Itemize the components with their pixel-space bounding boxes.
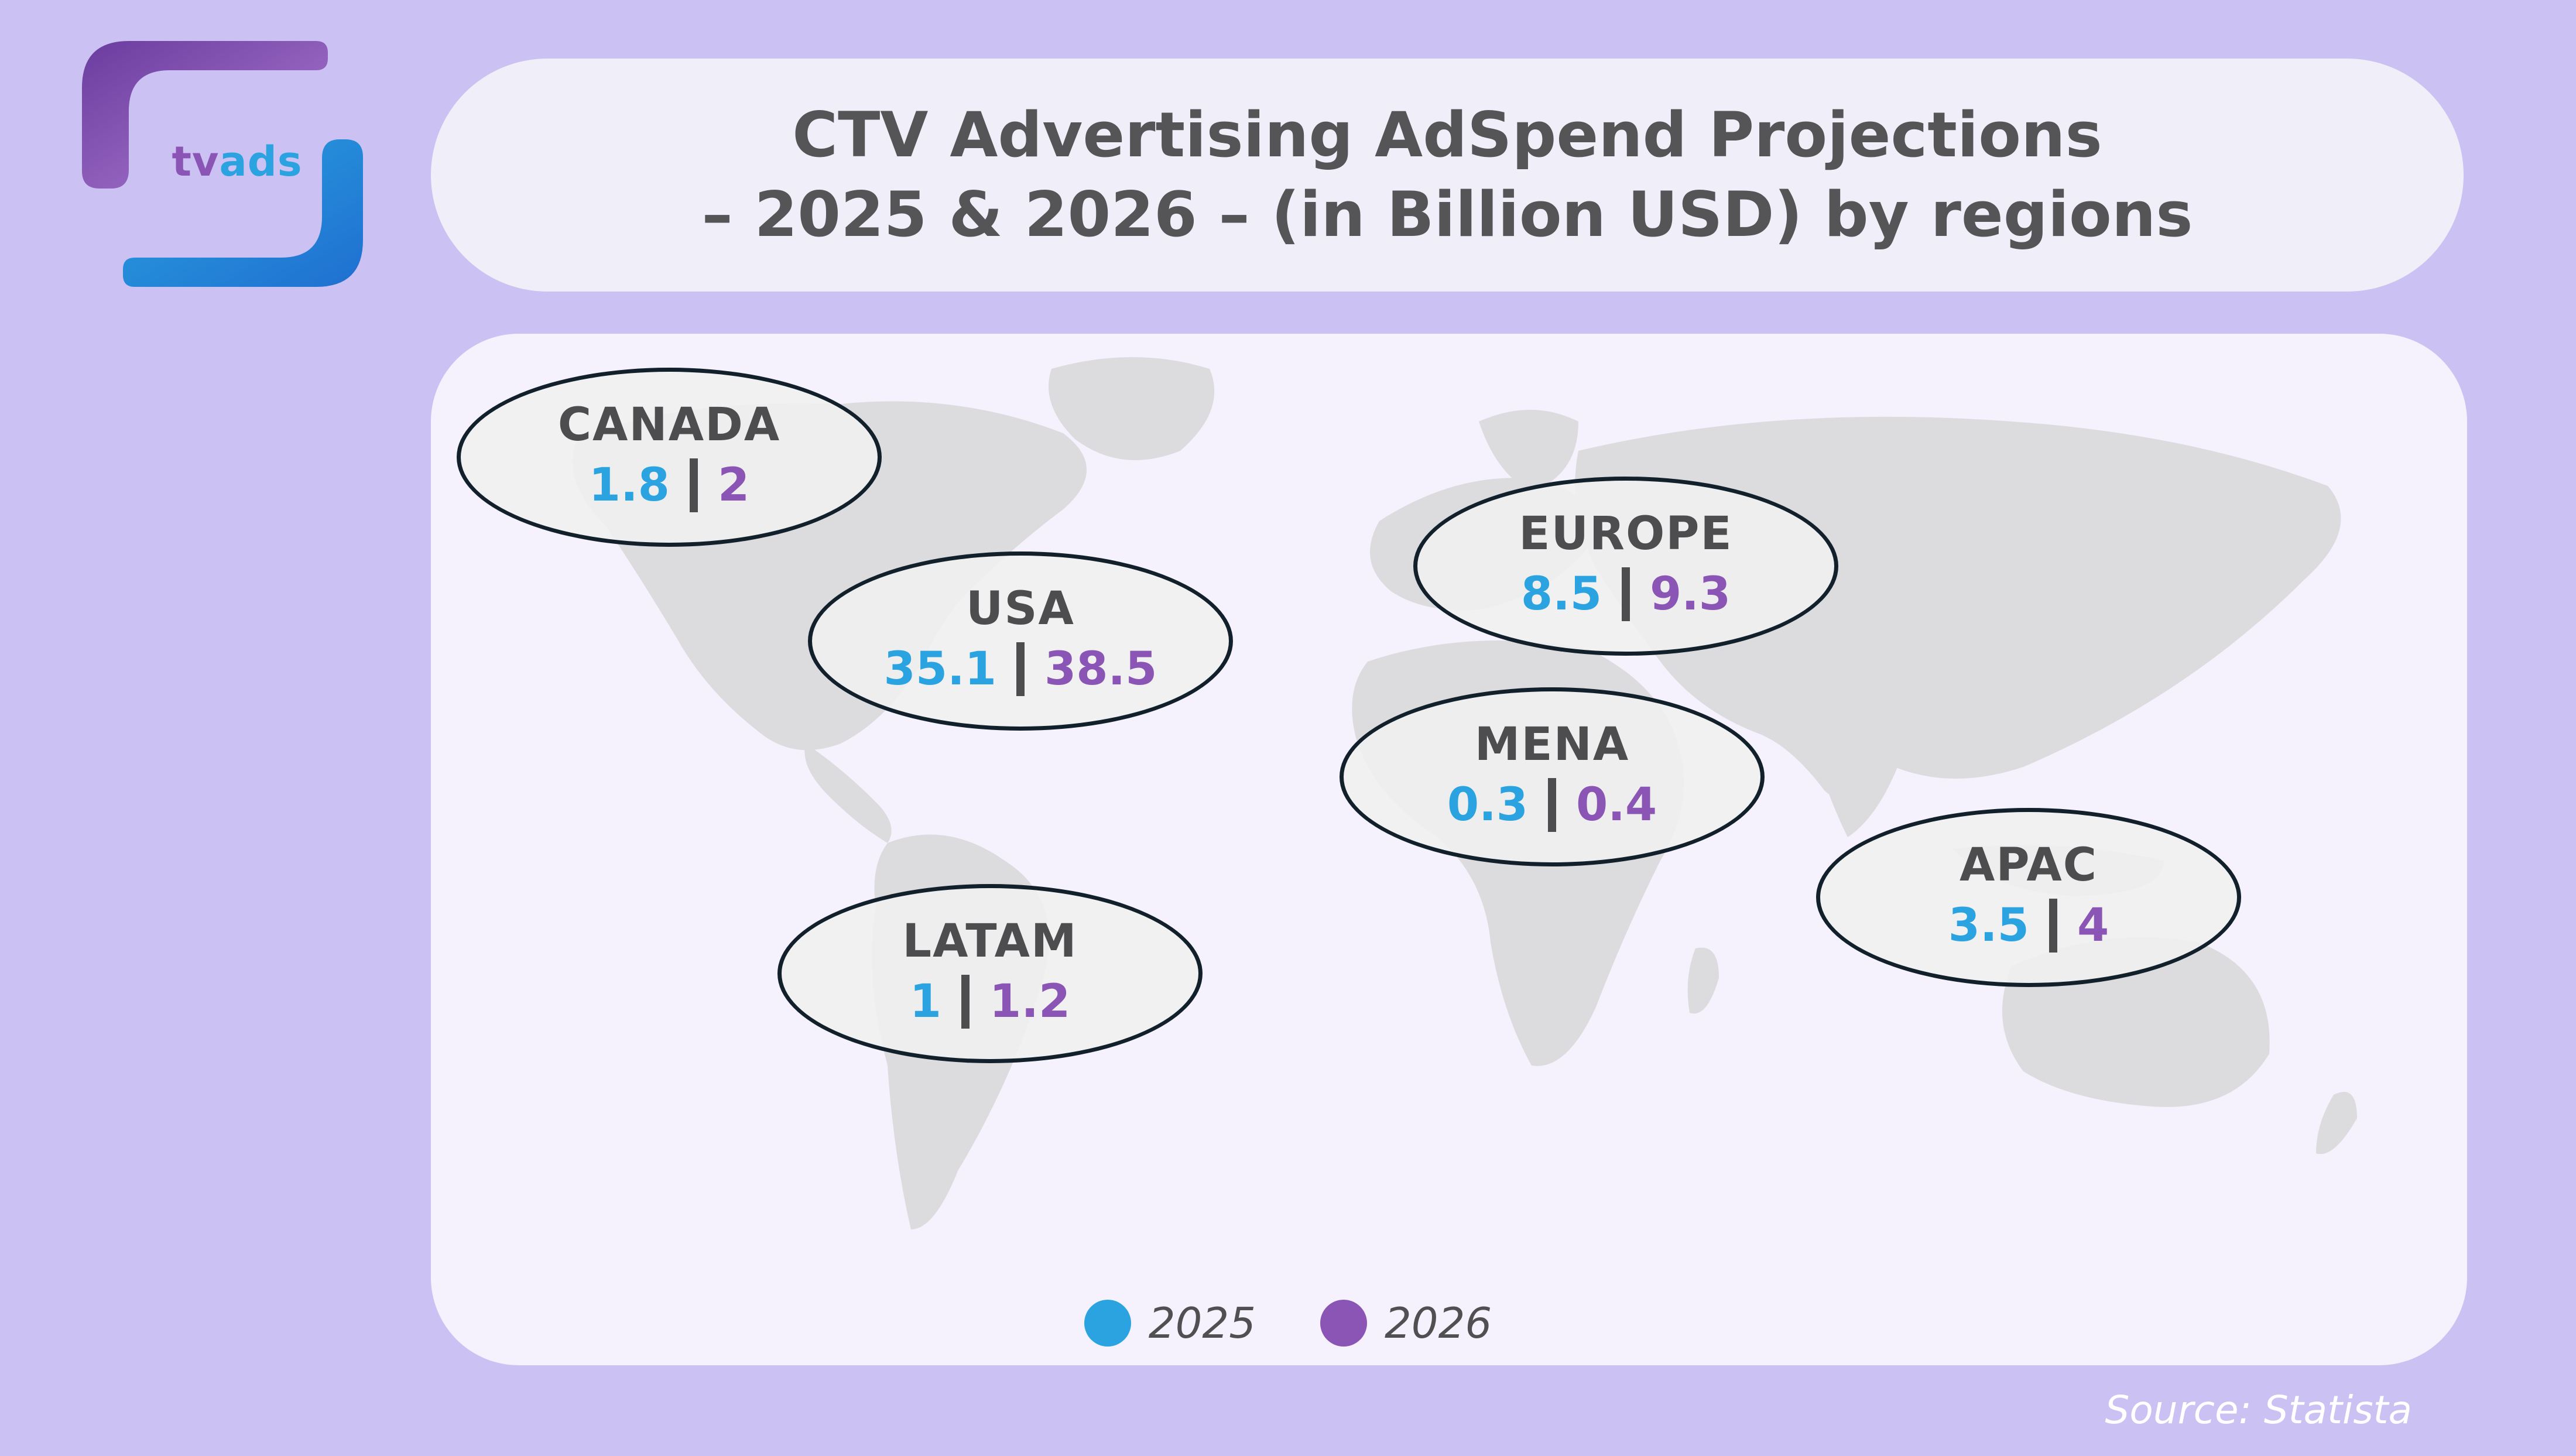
- region-name: LATAM: [902, 915, 1078, 968]
- region-name: USA: [966, 583, 1075, 635]
- value-2025: 3.5: [1948, 899, 2029, 952]
- region-values: 1 1.2: [910, 969, 1070, 1034]
- value-2026: 1.2: [989, 975, 1071, 1028]
- region-bubble-mena: MENA 0.3 0.4: [1340, 687, 1765, 866]
- value-2026: 38.5: [1044, 643, 1157, 696]
- region-values: 1.8 2: [589, 453, 749, 518]
- region-bubble-europe: EUROPE 8.5 9.3: [1413, 477, 1838, 656]
- region-values: 35.1 38.5: [884, 637, 1157, 701]
- region-name: MENA: [1474, 718, 1630, 771]
- value-2025: 1.8: [588, 459, 670, 512]
- legend-label-2026: 2026: [1385, 1299, 1492, 1348]
- value-2026: 9.3: [1650, 568, 1731, 621]
- source-note: Source: Statista: [2105, 1388, 2413, 1433]
- region-name: APAC: [1960, 839, 2098, 892]
- value-separator: [1548, 778, 1556, 832]
- value-2025: 8.5: [1520, 568, 1602, 621]
- legend-dot-2026: [1320, 1300, 1367, 1347]
- region-name: EUROPE: [1519, 508, 1733, 560]
- value-separator: [2049, 899, 2057, 953]
- logo-text-tv: tv: [172, 138, 220, 186]
- value-separator: [1622, 567, 1630, 621]
- value-2026: 4: [2077, 899, 2109, 952]
- legend-item-2025: 2025: [1084, 1299, 1256, 1348]
- legend-dot-2025: [1084, 1300, 1131, 1347]
- chart-legend: 2025 2026: [0, 1299, 2576, 1348]
- value-separator: [689, 458, 698, 512]
- logo-wordmark: tvads: [155, 138, 319, 186]
- region-values: 3.5 4: [1948, 893, 2109, 958]
- region-bubble-usa: USA 35.1 38.5: [808, 551, 1233, 731]
- value-2025: 35.1: [883, 643, 996, 696]
- region-bubble-canada: CANADA 1.8 2: [457, 368, 882, 547]
- chart-title: CTV Advertising AdSpend Projections – 20…: [431, 59, 2464, 292]
- region-name: CANADA: [557, 399, 781, 451]
- value-2026: 0.4: [1576, 779, 1657, 831]
- logo-text-ads: ads: [219, 138, 303, 186]
- value-separator: [961, 975, 970, 1029]
- title-line-2: – 2025 & 2026 – (in Billion USD) by regi…: [701, 179, 2193, 251]
- logo-graphic: [82, 41, 363, 287]
- value-2026: 2: [717, 459, 750, 512]
- world-map-panel: CANADA 1.8 2 USA 35.1 38.5 EUROPE 8.5 9.…: [431, 334, 2467, 1365]
- region-bubble-apac: APAC 3.5 4: [1816, 808, 2241, 987]
- title-line-1: CTV Advertising AdSpend Projections: [792, 99, 2102, 171]
- region-bubble-latam: LATAM 1 1.2: [777, 884, 1203, 1063]
- tvads-logo: tvads: [70, 35, 375, 293]
- region-values: 0.3 0.4: [1447, 773, 1657, 837]
- value-2025: 0.3: [1447, 779, 1528, 831]
- value-separator: [1016, 642, 1025, 696]
- legend-label-2025: 2025: [1148, 1299, 1256, 1348]
- legend-item-2026: 2026: [1320, 1299, 1492, 1348]
- region-values: 8.5 9.3: [1521, 562, 1731, 626]
- value-2025: 1: [909, 975, 942, 1028]
